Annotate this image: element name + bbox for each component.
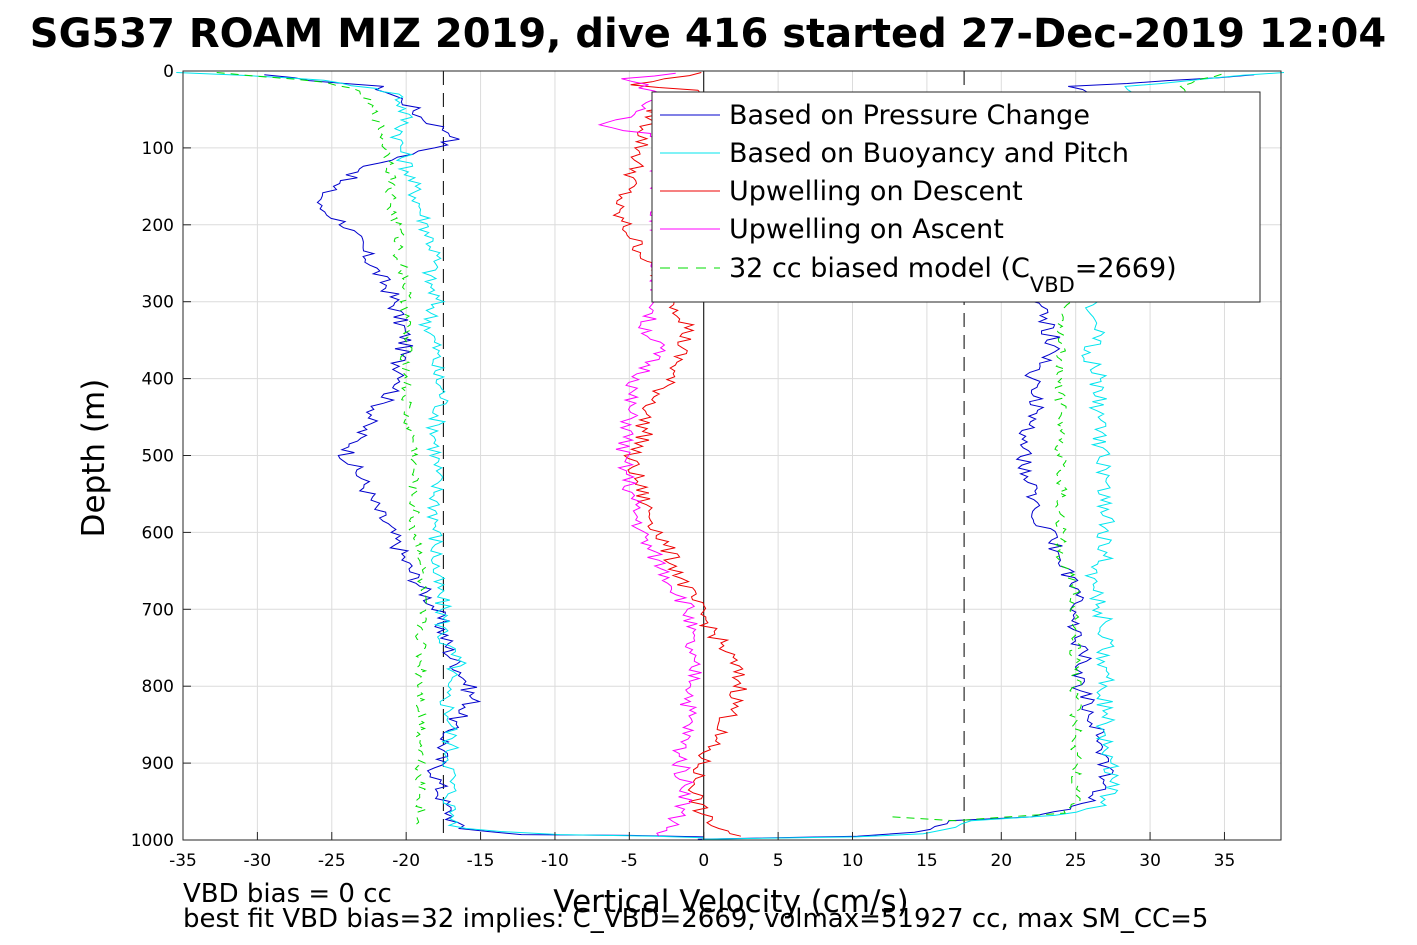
x-tick-label: 10 (842, 851, 864, 871)
y-axis-ticks: 0 100 200 300 400 500 600 700 800 900 1000 (131, 62, 191, 851)
y-tick-label: 500 (142, 447, 174, 467)
y-tick-label: 1000 (131, 831, 174, 851)
series-line-based-on-pressure-change (264, 74, 704, 838)
series-line-upwelling-on-descent (612, 72, 747, 837)
x-tick-label: 20 (990, 851, 1012, 871)
x-tick-label: -15 (467, 851, 495, 871)
x-tick-label: -35 (169, 851, 197, 871)
legend-label-biased-model-end: =2669) (1075, 253, 1177, 284)
y-axis-label: Depth (m) (76, 379, 112, 538)
x-tick-label: -30 (243, 851, 271, 871)
x-tick-label: 0 (698, 851, 709, 871)
x-axis-label: Vertical Velocity (cm/s) (553, 884, 908, 920)
x-tick-label: 25 (1065, 851, 1087, 871)
y-tick-label: 300 (142, 293, 174, 313)
x-tick-label: 15 (916, 851, 938, 871)
y-tick-label: 800 (142, 677, 174, 697)
x-tick-label: -5 (621, 851, 638, 871)
y-tick-label: 200 (142, 216, 174, 236)
x-tick-label: -10 (541, 851, 569, 871)
x-tick-label: 35 (1214, 851, 1236, 871)
y-tick-label: 700 (142, 600, 174, 620)
series-line-32-cc-biased-model-c-vbd-2669 (216, 72, 429, 829)
y-tick-label: 0 (163, 62, 174, 82)
y-tick-label: 600 (142, 523, 174, 543)
x-tick-label: -20 (392, 851, 420, 871)
x-tick-label: 30 (1139, 851, 1161, 871)
legend-label-biased-model-subscript: VBD (1030, 273, 1075, 297)
legend-label-upwelling-ascent: Upwelling on Ascent (729, 214, 1004, 245)
chart-title: SG537 ROAM MIZ 2019, dive 416 started 27… (30, 11, 1386, 57)
x-tick-label: -25 (318, 851, 346, 871)
legend-label-biased-model-main: 32 cc biased model (C (729, 253, 1030, 284)
legend-label-buoyancy: Based on Buoyancy and Pitch (729, 138, 1129, 169)
y-tick-label: 900 (142, 754, 174, 774)
legend-label-upwelling-descent: Upwelling on Descent (729, 176, 1023, 207)
legend-label-biased-model: 32 cc biased model (CVBD=2669) (729, 253, 1177, 297)
x-axis-ticks: -35 -30 -25 -20 -15 -10 -5 0 5 10 15 20 25 30 35 (169, 832, 1235, 871)
legend-box (651, 91, 1261, 303)
legend-label-pressure: Based on Pressure Change (729, 100, 1090, 131)
x-tick-label: 5 (773, 851, 784, 871)
y-tick-label: 100 (142, 139, 174, 159)
vbd-bias-annotation: VBD bias = 0 cc (183, 879, 392, 909)
legend: Based on Pressure Change Based on Buoyan… (651, 91, 1261, 303)
series-line-based-on-buoyancy-and-pitch (176, 72, 704, 839)
y-tick-label: 400 (142, 370, 174, 390)
best-fit-annotation: best fit VBD bias=32 implies: C_VBD=2669… (183, 904, 1208, 934)
